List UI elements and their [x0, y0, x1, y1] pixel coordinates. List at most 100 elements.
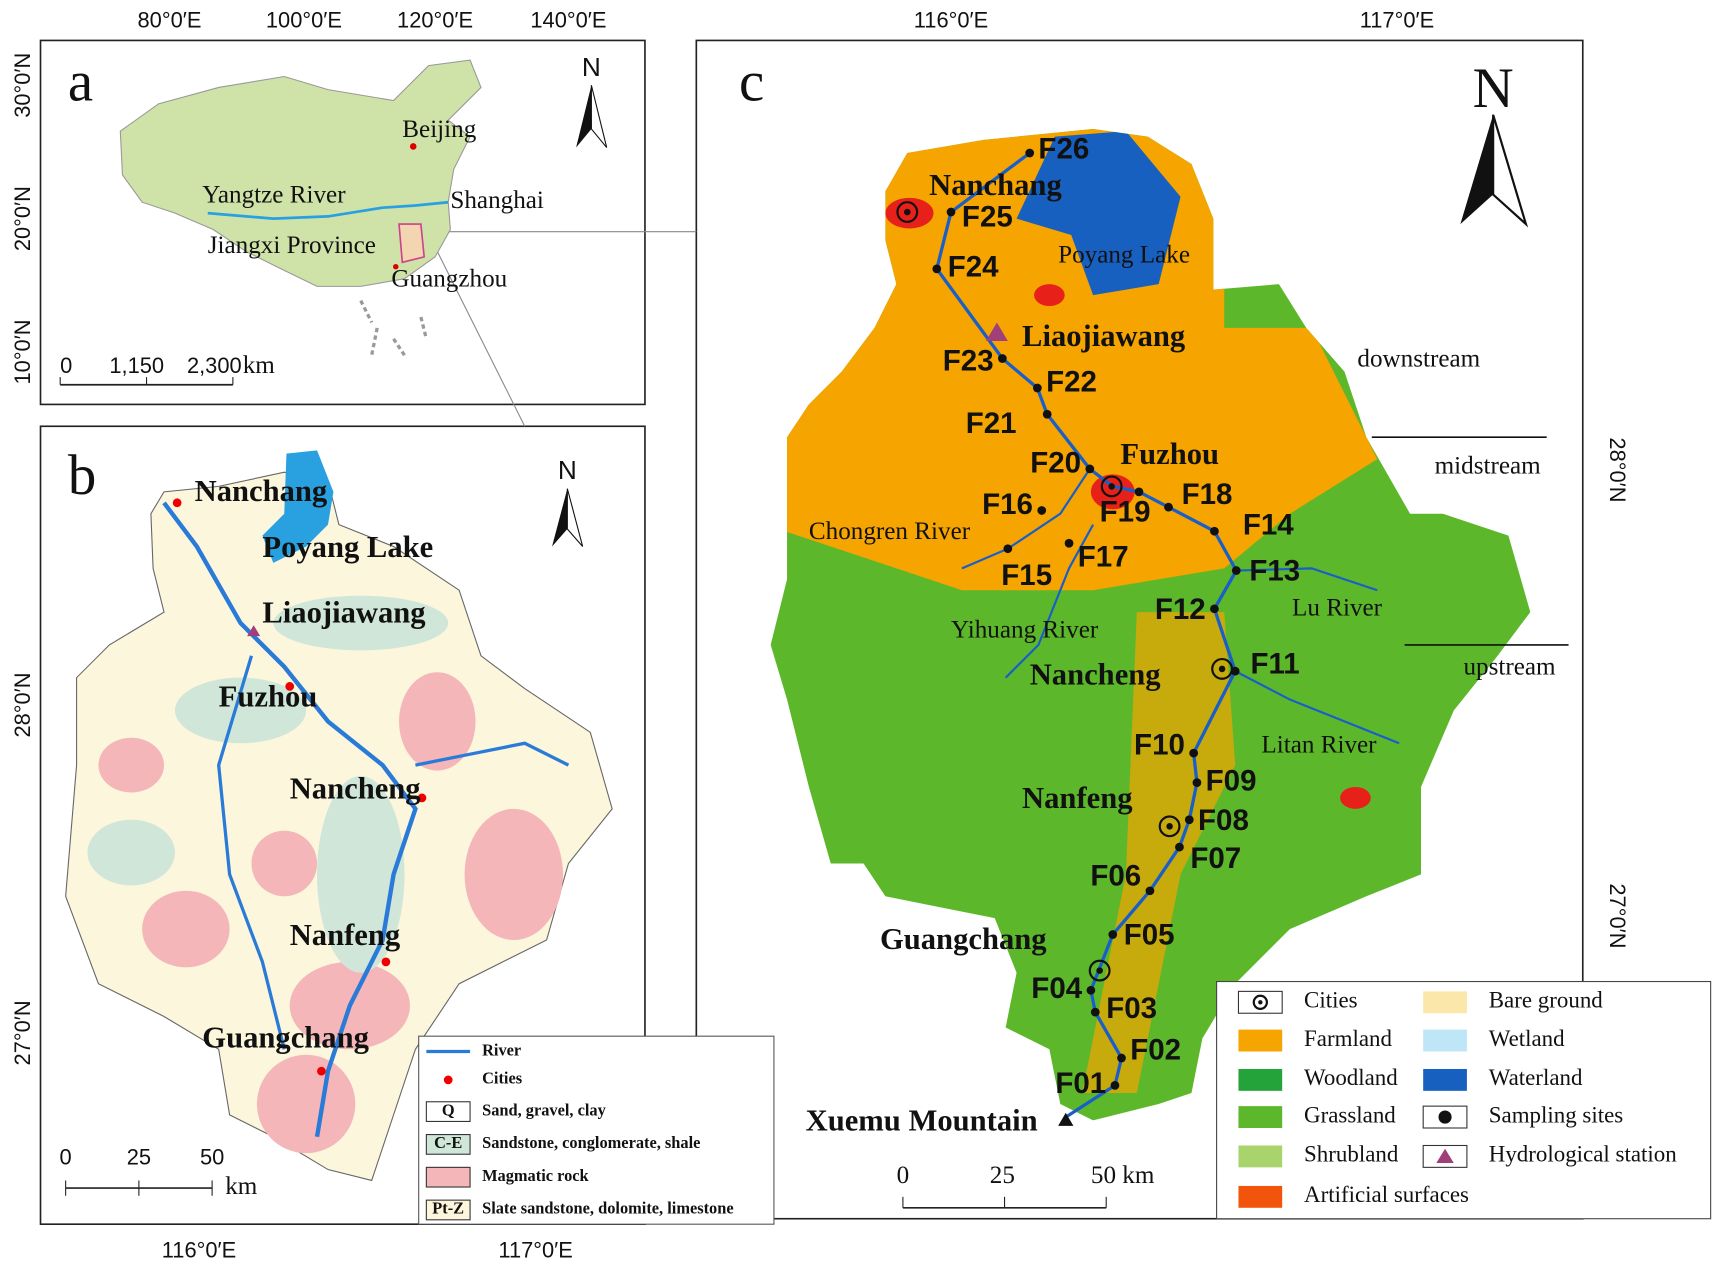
panel-letter: b [68, 444, 96, 507]
legend-label: River [482, 1040, 521, 1059]
site-label: F08 [1198, 804, 1249, 837]
lat-tick-label: 27°0′N [1605, 883, 1630, 948]
lat-tick-label: 28°0′N [1605, 437, 1630, 502]
legend-swatch [1238, 1185, 1283, 1208]
sampling-site [1037, 506, 1047, 515]
lat-tick-label: 10°0′N [10, 319, 35, 384]
scale-label: 1,150 [109, 353, 164, 378]
sampling-site [1117, 1053, 1126, 1063]
legend-label: Wetland [1489, 1026, 1565, 1051]
scale-label: 50 km [1091, 1162, 1155, 1189]
legend-label: Woodland [1304, 1065, 1398, 1090]
legend-code: Q [442, 1100, 455, 1119]
sampling-site [1042, 409, 1052, 419]
legend-label: Sandstone, conglomerate, shale [482, 1133, 700, 1152]
place-label: Poyang Lake [1058, 242, 1190, 269]
scale-label: 0 [897, 1162, 910, 1189]
lat-tick-label: 30°0′N [10, 53, 35, 118]
sampling-site [998, 354, 1007, 363]
lon-tick-label: 117°0′E [498, 1237, 572, 1262]
legend-label: Artificial surfaces [1304, 1182, 1469, 1207]
place-label: Liaojiawang [262, 595, 425, 629]
legend-symbol [1438, 1110, 1452, 1124]
place-label: Nancheng [1030, 658, 1161, 692]
legend-swatch [1423, 1029, 1467, 1052]
legend-label: Magmatic rock [482, 1166, 589, 1185]
sampling-site [1210, 526, 1219, 536]
site-label: F23 [943, 345, 994, 378]
legend-swatch [1238, 1029, 1283, 1052]
legend-label: Slate sandstone, dolomite, limestone [482, 1199, 734, 1218]
lon-tick-label: 117°0′E [1360, 8, 1434, 33]
site-label: F07 [1190, 842, 1241, 875]
sampling-site [1086, 985, 1096, 995]
lon-tick-label: 116°0′E [914, 8, 988, 33]
reach-label: midstream [1435, 453, 1542, 480]
site-label: F03 [1106, 992, 1157, 1025]
sampling-site [1003, 544, 1013, 554]
legend-swatch [1423, 1068, 1467, 1091]
site-label: F13 [1249, 555, 1300, 588]
place-label: Poyang Lake [262, 530, 433, 564]
china-map [59, 59, 608, 386]
site-label: F22 [1046, 365, 1097, 398]
sampling-site [1145, 886, 1155, 896]
scale-label: 25 [990, 1162, 1015, 1189]
frames [39, 39, 1584, 1226]
lon-tick-label: 140°0′E [530, 8, 606, 33]
site-label: F14 [1243, 509, 1294, 542]
place-label: Shanghai [450, 187, 544, 214]
place-label: Liaojiawang [1022, 319, 1185, 353]
sampling-site [1164, 502, 1173, 512]
place-label: Guangchang [202, 1021, 369, 1055]
site-label: F11 [1250, 647, 1299, 680]
lon-tick-label: 120°0′E [397, 8, 473, 33]
legend-symbol [1258, 1000, 1263, 1005]
sampling-site [1230, 666, 1240, 676]
place-label: Guangchang [880, 922, 1047, 956]
north-label: N [558, 455, 577, 485]
legend-label: Farmland [1304, 1026, 1392, 1051]
sampling-site [1175, 842, 1184, 852]
sampling-site [1184, 815, 1194, 825]
sampling-site [1108, 930, 1118, 939]
site-label: F06 [1090, 859, 1141, 892]
sampling-site [1064, 538, 1074, 548]
sampling-site [1192, 778, 1202, 787]
site-label: F10 [1134, 728, 1185, 761]
legend-code: C-E [434, 1133, 462, 1152]
legend-code: Pt-Z [432, 1199, 464, 1218]
site-label: F09 [1206, 764, 1257, 797]
legend-label: Sand, gravel, clay [482, 1100, 607, 1119]
legend-label: Waterland [1489, 1065, 1583, 1090]
land-use-map [770, 114, 1712, 1220]
site-label: F12 [1155, 593, 1206, 626]
place-label: Nanchang [929, 168, 1062, 202]
legend-label: Grassland [1304, 1102, 1396, 1127]
scale-label: 50 [200, 1144, 224, 1169]
sampling-site [1085, 464, 1095, 474]
scale-label: 25 [127, 1144, 151, 1169]
sampling-site [1189, 748, 1199, 758]
sampling-site [1025, 148, 1035, 158]
place-label: Guangzhou [391, 266, 507, 293]
legend-label: Cities [1304, 988, 1358, 1013]
reach-label: upstream [1463, 654, 1556, 681]
scale-unit: km [225, 1173, 258, 1200]
site-label: F16 [982, 488, 1033, 521]
sampling-site [1090, 1007, 1100, 1017]
lat-tick-label: 27°0′N [10, 1000, 35, 1065]
river-label: Chongren River [809, 518, 971, 545]
place-label: Fuzhou [219, 680, 318, 714]
place-label: Fuzhou [1120, 437, 1219, 471]
site-label: F19 [1100, 496, 1151, 529]
sampling-site [946, 207, 956, 217]
site-label: F05 [1124, 919, 1175, 952]
site-label: F01 [1055, 1067, 1106, 1100]
scale-label: 0 [60, 353, 72, 378]
sampling-site [932, 264, 942, 274]
legend-swatch [1423, 991, 1467, 1014]
site-label: F17 [1078, 540, 1129, 573]
sampling-site [1032, 383, 1042, 393]
